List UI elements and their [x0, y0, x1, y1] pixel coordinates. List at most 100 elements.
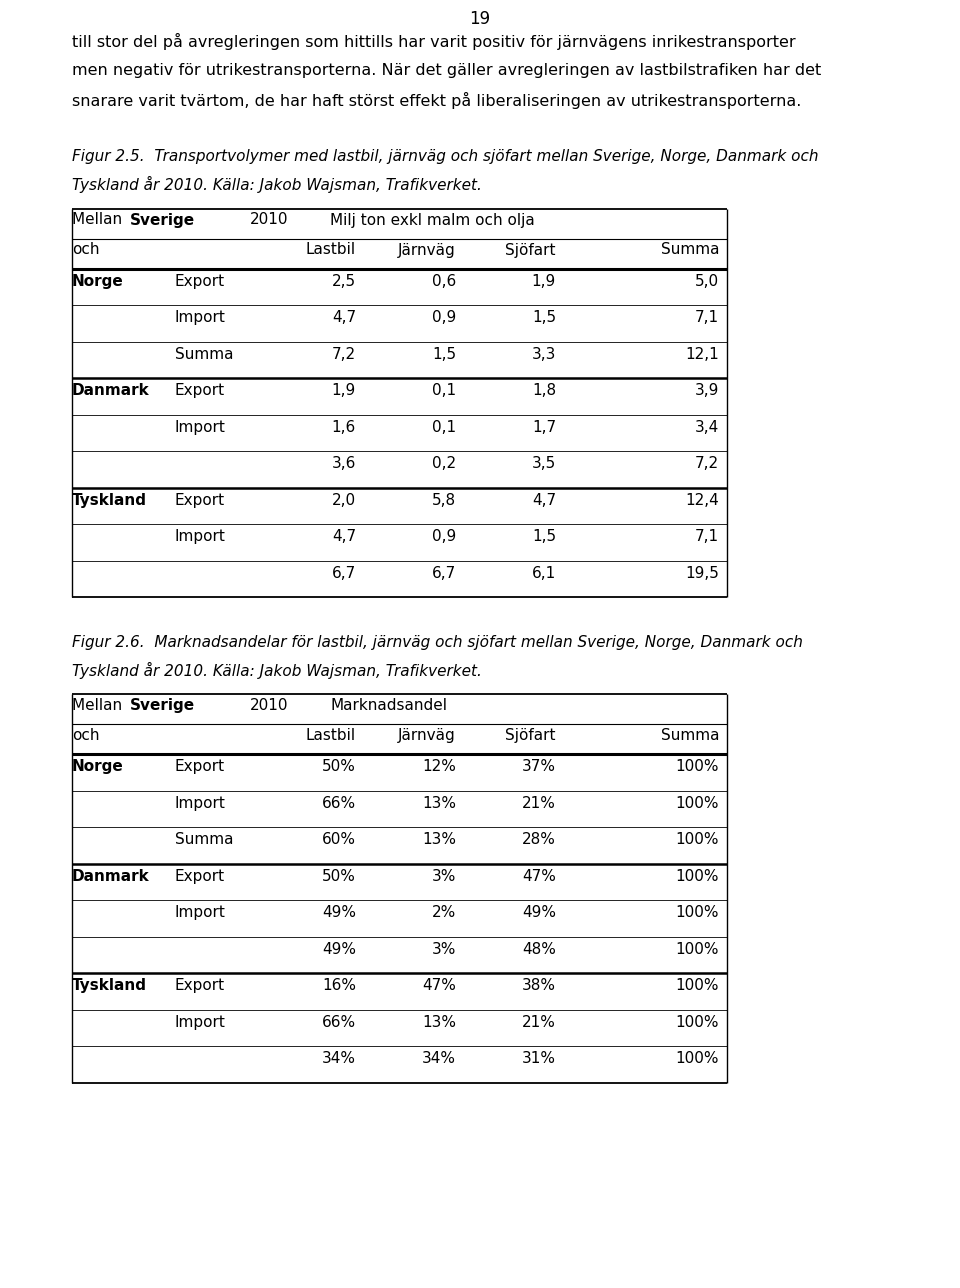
Text: 100%: 100%: [676, 978, 719, 993]
Text: 47%: 47%: [422, 978, 456, 993]
Text: men negativ för utrikestransporterna. När det gäller avregleringen av lastbilstr: men negativ för utrikestransporterna. Nä…: [72, 63, 821, 77]
Text: 1,9: 1,9: [332, 383, 356, 398]
Text: 100%: 100%: [676, 1051, 719, 1066]
Text: Import: Import: [175, 1015, 226, 1029]
Text: Import: Import: [175, 905, 226, 920]
Text: Danmark: Danmark: [72, 383, 150, 398]
Text: Marknadsandel: Marknadsandel: [330, 698, 447, 714]
Text: Järnväg: Järnväg: [398, 728, 456, 743]
Text: och: och: [72, 728, 100, 743]
Text: och: och: [72, 242, 100, 258]
Text: Tyskland: Tyskland: [72, 492, 147, 507]
Text: till stor del på avregleringen som hittills har varit positiv för järnvägens inr: till stor del på avregleringen som hitti…: [72, 33, 796, 50]
Text: Summa: Summa: [660, 242, 719, 258]
Text: 100%: 100%: [676, 759, 719, 774]
Text: 7,2: 7,2: [332, 346, 356, 362]
Text: 0,6: 0,6: [432, 273, 456, 289]
Text: 1,5: 1,5: [532, 529, 556, 544]
Text: 13%: 13%: [422, 1015, 456, 1029]
Text: Norge: Norge: [72, 273, 124, 289]
Text: Sverige: Sverige: [130, 213, 195, 228]
Text: 2%: 2%: [432, 905, 456, 920]
Text: 38%: 38%: [522, 978, 556, 993]
Text: Tyskland år 2010. Källa: Jakob Wajsman, Trafikverket.: Tyskland år 2010. Källa: Jakob Wajsman, …: [72, 176, 482, 193]
Text: 16%: 16%: [322, 978, 356, 993]
Text: 28%: 28%: [522, 832, 556, 848]
Text: 3%: 3%: [432, 942, 456, 957]
Text: Järnväg: Järnväg: [398, 242, 456, 258]
Text: 49%: 49%: [522, 905, 556, 920]
Text: 12%: 12%: [422, 759, 456, 774]
Text: Milj ton exkl malm och olja: Milj ton exkl malm och olja: [330, 213, 535, 228]
Text: Export: Export: [175, 759, 226, 774]
Text: 49%: 49%: [322, 942, 356, 957]
Text: 6,7: 6,7: [332, 565, 356, 581]
Text: 66%: 66%: [322, 1015, 356, 1029]
Text: 21%: 21%: [522, 1015, 556, 1029]
Text: Import: Import: [175, 310, 226, 325]
Text: 0,2: 0,2: [432, 456, 456, 471]
Text: 1,5: 1,5: [432, 346, 456, 362]
Text: Summa: Summa: [175, 346, 233, 362]
Text: Import: Import: [175, 796, 226, 810]
Text: Tyskland år 2010. Källa: Jakob Wajsman, Trafikverket.: Tyskland år 2010. Källa: Jakob Wajsman, …: [72, 662, 482, 679]
Text: Export: Export: [175, 868, 226, 884]
Text: 7,1: 7,1: [695, 310, 719, 325]
Text: 31%: 31%: [522, 1051, 556, 1066]
Text: Figur 2.5.  Transportvolymer med lastbil, järnväg och sjöfart mellan Sverige, No: Figur 2.5. Transportvolymer med lastbil,…: [72, 149, 819, 165]
Text: 0,1: 0,1: [432, 383, 456, 398]
Text: 4,7: 4,7: [332, 310, 356, 325]
Text: 100%: 100%: [676, 832, 719, 848]
Text: Sjöfart: Sjöfart: [506, 242, 556, 258]
Text: 13%: 13%: [422, 796, 456, 810]
Text: 34%: 34%: [422, 1051, 456, 1066]
Text: 3,9: 3,9: [695, 383, 719, 398]
Text: Figur 2.6.  Marknadsandelar för lastbil, järnväg och sjöfart mellan Sverige, Nor: Figur 2.6. Marknadsandelar för lastbil, …: [72, 635, 803, 650]
Text: 19,5: 19,5: [685, 565, 719, 581]
Text: 50%: 50%: [323, 759, 356, 774]
Text: 48%: 48%: [522, 942, 556, 957]
Text: Danmark: Danmark: [72, 868, 150, 884]
Text: 12,4: 12,4: [685, 492, 719, 507]
Text: 1,5: 1,5: [532, 310, 556, 325]
Text: 21%: 21%: [522, 796, 556, 810]
Text: Export: Export: [175, 273, 226, 289]
Text: 1,8: 1,8: [532, 383, 556, 398]
Text: 100%: 100%: [676, 796, 719, 810]
Text: Import: Import: [175, 529, 226, 544]
Text: 49%: 49%: [322, 905, 356, 920]
Text: 4,7: 4,7: [532, 492, 556, 507]
Text: 0,9: 0,9: [432, 529, 456, 544]
Text: Summa: Summa: [175, 832, 233, 848]
Text: Export: Export: [175, 978, 226, 993]
Text: 66%: 66%: [322, 796, 356, 810]
Text: 1,7: 1,7: [532, 420, 556, 434]
Text: Export: Export: [175, 383, 226, 398]
Text: 37%: 37%: [522, 759, 556, 774]
Text: 5,0: 5,0: [695, 273, 719, 289]
Text: Lastbil: Lastbil: [306, 242, 356, 258]
Text: Lastbil: Lastbil: [306, 728, 356, 743]
Text: 100%: 100%: [676, 1015, 719, 1029]
Text: 7,2: 7,2: [695, 456, 719, 471]
Text: Mellan: Mellan: [72, 698, 127, 714]
Text: 2010: 2010: [250, 213, 289, 228]
Text: 1,6: 1,6: [332, 420, 356, 434]
Text: 5,8: 5,8: [432, 492, 456, 507]
Text: 100%: 100%: [676, 868, 719, 884]
Text: Sjöfart: Sjöfart: [506, 728, 556, 743]
Text: 60%: 60%: [322, 832, 356, 848]
Text: 0,1: 0,1: [432, 420, 456, 434]
Text: 34%: 34%: [322, 1051, 356, 1066]
Text: Summa: Summa: [660, 728, 719, 743]
Text: 3%: 3%: [432, 868, 456, 884]
Text: 1,9: 1,9: [532, 273, 556, 289]
Text: 100%: 100%: [676, 905, 719, 920]
Text: 3,5: 3,5: [532, 456, 556, 471]
Text: 3,4: 3,4: [695, 420, 719, 434]
Text: Import: Import: [175, 420, 226, 434]
Text: 6,7: 6,7: [432, 565, 456, 581]
Text: 3,6: 3,6: [331, 456, 356, 471]
Text: 19: 19: [469, 10, 491, 28]
Text: 0,9: 0,9: [432, 310, 456, 325]
